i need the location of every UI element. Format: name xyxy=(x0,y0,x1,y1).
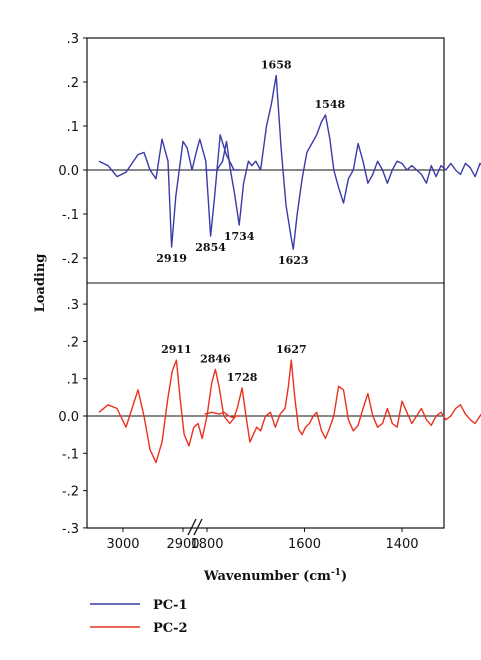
y-tick-label: .3 xyxy=(67,298,79,313)
y-axis-title: Loading xyxy=(33,254,48,313)
y-tick-label: -.1 xyxy=(62,208,79,223)
axis-break-marks xyxy=(187,518,203,536)
y-tick-label: 0.0 xyxy=(58,164,79,179)
pc1-panel: .3.2.10.0-.1-.22919285417341658162315481… xyxy=(58,32,481,267)
axis-break-slash-1 xyxy=(187,518,197,536)
peak-label: 2911 xyxy=(161,343,192,356)
y-tick-label: .2 xyxy=(67,335,79,350)
y-tick-label: .2 xyxy=(67,76,79,91)
peak-label: 1658 xyxy=(261,58,292,71)
y-tick-label: .1 xyxy=(67,373,79,388)
x-axis-title: Wavenumber (cm-1) xyxy=(203,568,347,584)
legend-label: PC-2 xyxy=(153,621,188,636)
pc2-panel: .3.2.10.0-.1-.2-.32911284617281627117611… xyxy=(58,298,481,537)
y-tick-label: -.3 xyxy=(62,522,79,537)
pc-1-series-line xyxy=(204,74,481,250)
y-tick-label: -.2 xyxy=(62,485,79,500)
peak-label: 1548 xyxy=(315,98,346,111)
x-tick-label: 3000 xyxy=(106,537,139,552)
peak-label: 1728 xyxy=(227,371,258,384)
y-tick-label: .1 xyxy=(67,120,79,135)
peak-label: 2846 xyxy=(200,352,231,365)
y-tick-label: .3 xyxy=(67,32,79,47)
y-tick-label: -.1 xyxy=(62,447,79,462)
peak-label: 1734 xyxy=(224,230,255,243)
x-tick-label: 1400 xyxy=(385,537,418,552)
pc-2-series-line xyxy=(204,359,481,443)
plot-frame xyxy=(86,37,445,529)
peak-label: 1627 xyxy=(276,343,307,356)
axis-ticks: 3000290018001600140012001000 xyxy=(106,528,419,552)
legend-label: PC-1 xyxy=(153,598,188,613)
peak-label: 1623 xyxy=(278,254,309,267)
legend: PC-1 PC-2 xyxy=(90,598,188,636)
y-tick-label: 0.0 xyxy=(58,410,79,425)
x-tick-label: 1800 xyxy=(190,537,223,552)
axis-break-slash-2 xyxy=(193,518,203,536)
peak-label: 2919 xyxy=(156,252,187,265)
x-tick-label: 1600 xyxy=(288,537,321,552)
pc-2-series-line xyxy=(98,359,240,464)
y-tick-label: -.2 xyxy=(62,252,79,267)
pc-1-series-line xyxy=(98,134,240,248)
peak-label: 2854 xyxy=(195,241,226,254)
x-tick-label: 2900 xyxy=(166,537,199,552)
